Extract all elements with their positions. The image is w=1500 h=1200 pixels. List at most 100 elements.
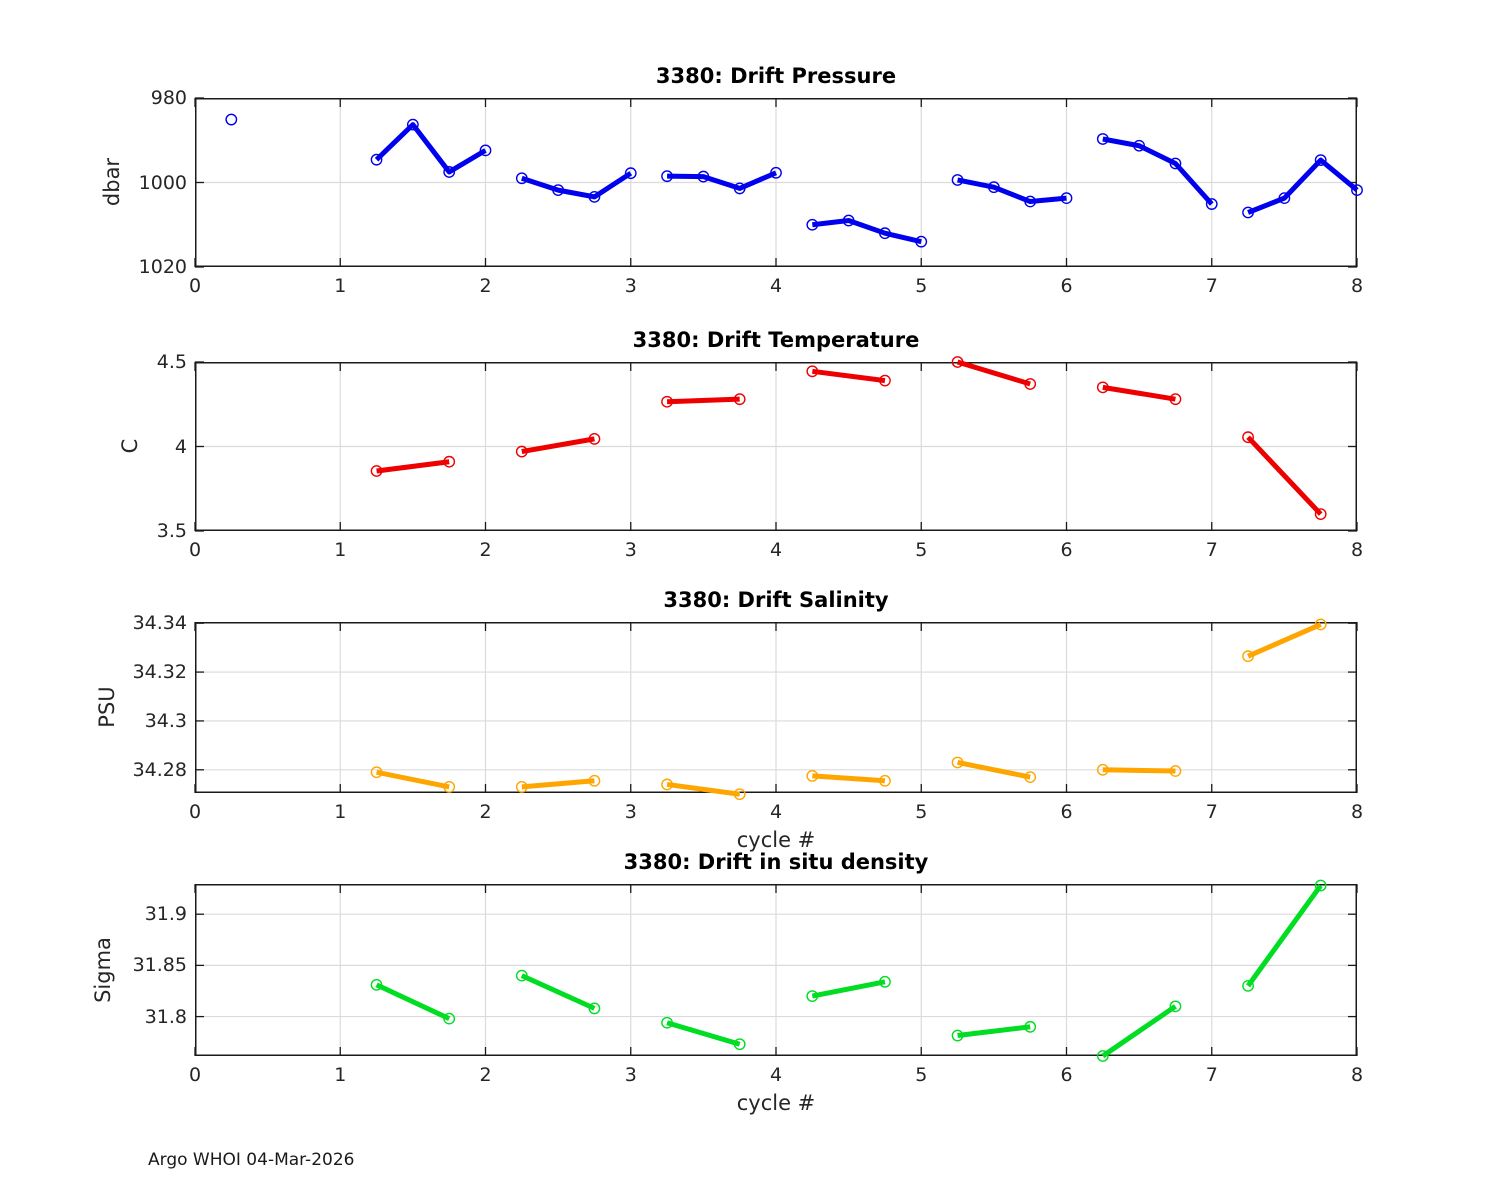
x-tick-label: 0: [188, 275, 202, 297]
data-point-marker: [370, 465, 383, 477]
data-point-marker: [1242, 650, 1254, 663]
data-point-marker: [1024, 771, 1037, 784]
y-tick-label: 34.34: [132, 612, 187, 635]
density-x-axis-label: cycle #: [736, 1091, 816, 1115]
data-point-marker: [1242, 431, 1254, 444]
x-tick-label: 4: [769, 539, 783, 561]
data-point-marker: [951, 1029, 964, 1042]
salinity-x-axis-label: cycle #: [736, 828, 816, 852]
x-tick-label: 5: [915, 1064, 928, 1086]
data-line-segment: [667, 170, 777, 191]
x-tick-label: 5: [915, 539, 928, 561]
data-line-segment: [812, 773, 886, 784]
data-line-segment: [521, 436, 595, 455]
data-line-segment: [957, 760, 1031, 780]
data-point-marker: [370, 978, 383, 991]
x-tick-label: 6: [1060, 801, 1073, 823]
data-point-marker: [1314, 879, 1327, 892]
y-tick-label: 31.8: [144, 1005, 187, 1028]
data-point-marker: [1314, 154, 1327, 167]
data-point-marker: [515, 780, 528, 793]
data-point-marker: [951, 174, 964, 186]
data-point-marker: [733, 1038, 746, 1051]
data-point-marker: [443, 166, 456, 178]
data-point-marker: [733, 788, 746, 801]
data-point-marker: [842, 214, 855, 227]
data-line-segment: [521, 778, 595, 790]
x-tick-label: 8: [1350, 801, 1364, 823]
x-tick-label: 5: [915, 801, 928, 823]
data-point-marker: [987, 181, 1000, 194]
data-point-marker: [1278, 192, 1291, 205]
data-point-marker: [1024, 378, 1037, 390]
data-point-marker: [1314, 508, 1327, 521]
data-point-marker: [479, 144, 492, 157]
temperature-chart-title: 3380: Drift Temperature: [632, 328, 920, 352]
data-point-marker: [588, 774, 601, 787]
data-point-marker: [1024, 195, 1037, 208]
data-point-marker: [1169, 157, 1182, 170]
x-tick-label: 0: [188, 1064, 202, 1086]
data-line-segment: [1247, 157, 1359, 215]
x-tick-label: 4: [769, 801, 783, 823]
data-line-segment: [1246, 435, 1323, 516]
x-tick-label: 3: [624, 275, 637, 297]
data-point-marker: [1169, 765, 1182, 777]
data-point-marker: [879, 774, 891, 787]
x-tick-label: 4: [769, 275, 783, 297]
drift-in-situ-density-plot: [194, 879, 1358, 1062]
data-line-segment: [375, 982, 451, 1021]
drift-pressure-plot: [194, 97, 1363, 268]
density-chart-title: 3380: Drift in situ density: [623, 850, 929, 874]
y-tick-label: 1020: [138, 256, 187, 278]
data-point-marker: [1060, 192, 1073, 205]
y-tick-label: 34.32: [132, 661, 187, 684]
x-tick-label: 2: [479, 801, 492, 823]
x-tick-label: 2: [479, 275, 492, 297]
x-tick-label: 0: [188, 801, 202, 823]
data-point-marker: [515, 445, 528, 458]
y-tick-label: 1000: [138, 171, 187, 194]
y-tick-label: 980: [150, 87, 187, 109]
data-point-marker: [1242, 979, 1254, 992]
data-point-marker: [697, 170, 710, 183]
data-point-marker: [1169, 393, 1182, 406]
x-tick-label: 7: [1205, 1064, 1218, 1086]
data-line-segment: [812, 218, 922, 245]
data-point-marker: [806, 769, 819, 782]
x-tick-label: 1: [334, 539, 347, 561]
data-line-segment: [376, 769, 450, 790]
data-point-marker: [806, 990, 819, 1003]
data-point-marker: [1314, 618, 1327, 631]
x-tick-label: 3: [624, 801, 637, 823]
data-point-marker: [806, 365, 819, 378]
data-point-marker: [1169, 1000, 1182, 1013]
y-tick-label: 4.5: [156, 351, 187, 373]
y-tick-label: 4: [174, 435, 187, 458]
data-point-marker: [588, 190, 601, 203]
data-line-segment: [1247, 622, 1322, 659]
x-tick-label: 6: [1060, 539, 1073, 561]
data-point-marker: [624, 167, 637, 180]
data-line-segment: [1102, 384, 1176, 402]
y-tick-label: 31.9: [144, 903, 187, 926]
figure-footer-text: Argo WHOI 04-Mar-2026: [148, 1150, 355, 1170]
x-tick-label: 2: [479, 539, 492, 561]
data-point-marker: [443, 1012, 456, 1025]
data-point-marker: [733, 393, 746, 406]
data-point-marker: [661, 170, 673, 183]
data-line-segment: [521, 171, 633, 200]
drift-temperature-plot: [194, 356, 1358, 532]
data-point-marker: [770, 166, 782, 179]
salinity-chart-title: 3380: Drift Salinity: [663, 588, 889, 612]
x-tick-label: 7: [1205, 539, 1218, 561]
data-line-segment: [811, 368, 886, 384]
data-line-segment: [1102, 767, 1176, 774]
data-point-marker: [370, 766, 383, 779]
data-point-marker: [443, 780, 456, 793]
pressure-chart-title: 3380: Drift Pressure: [655, 64, 897, 88]
data-line-segment: [520, 973, 596, 1011]
y-tick-label: 3.5: [156, 520, 187, 542]
data-point-marker: [661, 395, 673, 408]
